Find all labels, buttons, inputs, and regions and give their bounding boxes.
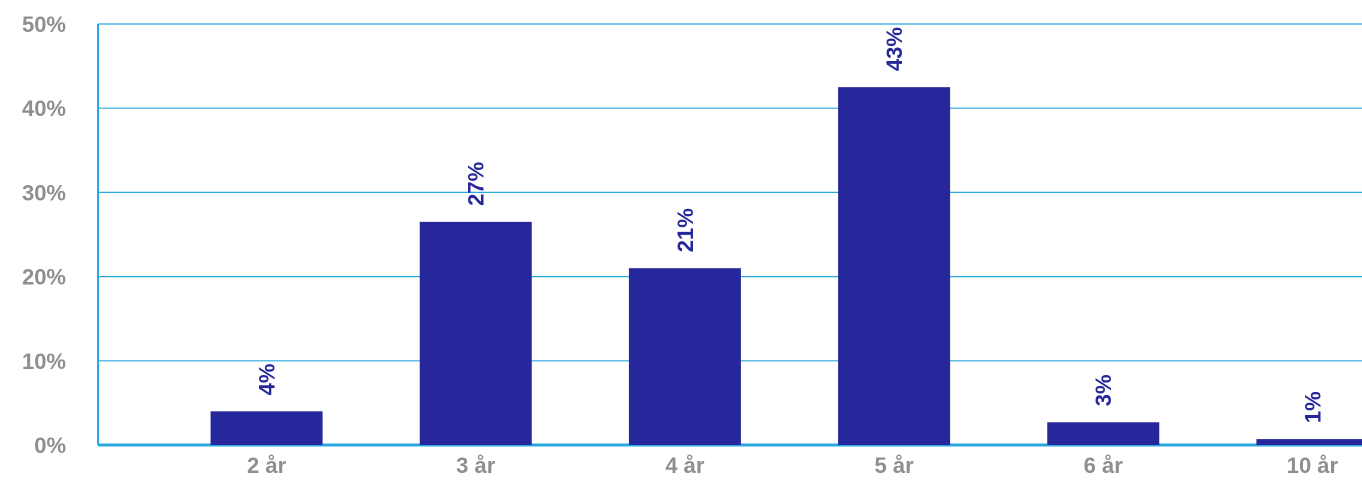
data-label: 1% — [1300, 391, 1325, 423]
bar — [210, 411, 323, 445]
y-tick-label: 0% — [34, 433, 66, 458]
data-label: 43% — [882, 27, 907, 71]
data-label: 27% — [464, 162, 489, 206]
y-tick-label: 30% — [22, 180, 66, 205]
x-tick-label: 4 år — [665, 453, 705, 478]
bar — [419, 221, 532, 445]
bars — [210, 87, 1362, 446]
labels: 0% 10% 20% 30% 40% 50% 4% 2 år 27% 3 år 21% 4 år 43%… — [22, 12, 1339, 478]
x-tick-label: 6 år — [1084, 453, 1124, 478]
x-tick-label: 5 år — [875, 453, 915, 478]
bar — [628, 268, 741, 445]
x-tick-label: 3 år — [456, 453, 496, 478]
data-label: 3% — [1091, 374, 1116, 406]
gridlines — [98, 23, 1362, 362]
bar — [838, 87, 951, 446]
bar — [1256, 439, 1362, 445]
y-tick-label: 20% — [22, 265, 66, 290]
x-tick-label: 2 år — [247, 453, 287, 478]
bar — [1047, 422, 1160, 445]
y-tick-label: 50% — [22, 12, 66, 37]
data-label: 21% — [673, 208, 698, 252]
y-tick-label: 40% — [22, 96, 66, 121]
y-tick-label: 10% — [22, 349, 66, 374]
x-tick-label: 10 år — [1287, 453, 1339, 478]
data-label: 4% — [255, 364, 280, 396]
